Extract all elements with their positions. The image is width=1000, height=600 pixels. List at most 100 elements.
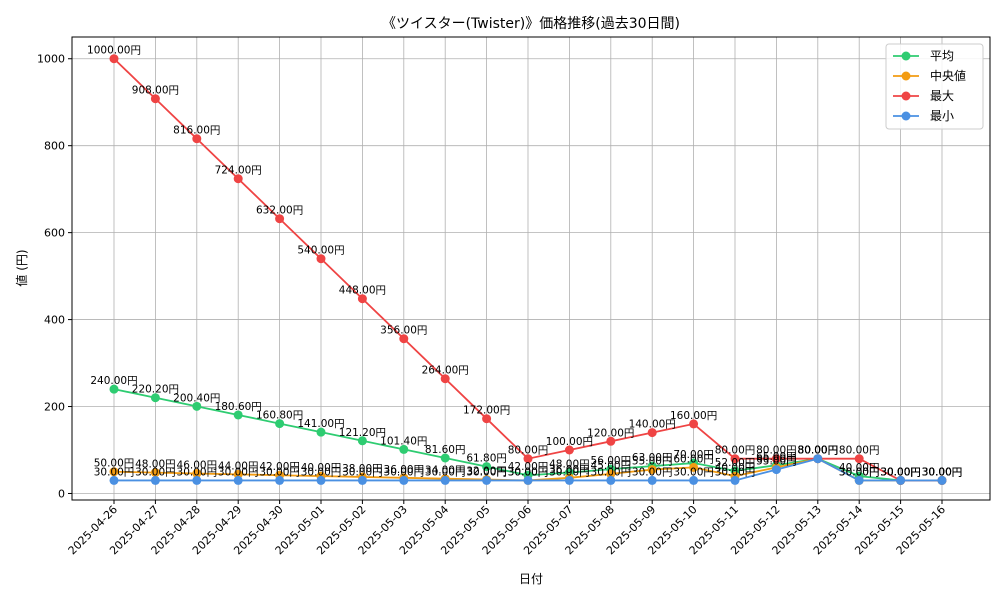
data-label: 63.00円 (632, 452, 673, 464)
data-label: 160.00円 (670, 410, 717, 422)
data-label: 30.00円 (508, 466, 549, 478)
data-label: 61.80円 (466, 453, 507, 465)
data-point (730, 475, 740, 485)
data-label: 56.00円 (591, 455, 632, 467)
data-label: 30.00円 (922, 466, 963, 478)
data-label: 45.00円 (591, 460, 632, 472)
series-labels-2: 1000.00円 908.00円 816.00円 724.00円 632.00円 540.… (87, 45, 962, 479)
legend-marker (901, 71, 911, 81)
data-label: 44.00円 (218, 460, 259, 472)
data-label: 80.00円 (798, 445, 839, 457)
data-label: 80.00円 (798, 445, 839, 457)
data-point (854, 475, 864, 485)
data-point (896, 475, 906, 485)
data-point (813, 454, 823, 464)
data-label: 100.00円 (546, 436, 593, 448)
data-label: 30.00円 (922, 466, 963, 478)
data-label: 40.00円 (301, 462, 342, 474)
data-label: 38.00円 (342, 463, 383, 475)
data-label: 540.00円 (297, 245, 344, 257)
series-labels-1: 50.00円 48.00円 46.00円 44.00円 42.00円 40.00円 38.0… (94, 445, 963, 479)
x-axis: 2025-04-262025-04-272025-04-282025-04-29… (66, 500, 948, 557)
legend-label: 最小 (930, 109, 954, 123)
data-point (440, 453, 450, 463)
data-label: 30.00円 (508, 466, 549, 478)
data-label: 40.00円 (839, 462, 880, 474)
data-label: 220.20円 (132, 384, 179, 396)
data-label: 80.00円 (715, 445, 756, 457)
data-label: 40.00円 (715, 462, 756, 474)
data-point (357, 294, 367, 304)
data-label: 160.80円 (256, 410, 303, 422)
data-label: 1000.00円 (87, 45, 141, 57)
data-point (647, 475, 657, 485)
data-label: 70.00円 (673, 449, 714, 461)
data-point (482, 414, 492, 424)
data-label: 30.00円 (177, 466, 218, 478)
data-point (399, 475, 409, 485)
data-label: 180.60円 (215, 401, 262, 413)
data-point (399, 444, 409, 454)
data-label: 30.00円 (839, 466, 880, 478)
data-label: 55.00円 (756, 456, 797, 468)
data-label: 30.00円 (425, 466, 466, 478)
data-label: 121.20円 (339, 427, 386, 439)
data-point (275, 419, 285, 429)
data-label: 172.00円 (463, 405, 510, 417)
y-tick-label: 200 (44, 401, 65, 414)
legend-marker (901, 91, 911, 101)
data-label: 60.00円 (756, 453, 797, 465)
data-label: 30.00円 (135, 466, 176, 478)
data-point (357, 436, 367, 446)
legend-marker (901, 51, 911, 61)
data-label: 816.00円 (173, 125, 220, 137)
data-label: 48.00円 (135, 459, 176, 471)
data-point (150, 468, 160, 478)
data-point (440, 475, 450, 485)
plot-frame (71, 36, 991, 501)
data-label: 50.00円 (94, 458, 135, 470)
data-point (192, 468, 202, 478)
legend-label: 中央値 (930, 68, 966, 83)
data-point (150, 475, 160, 485)
data-point (192, 475, 202, 485)
legend-box (885, 43, 984, 130)
data-label: 30.00円 (922, 466, 963, 478)
data-point (689, 419, 699, 429)
data-point (482, 475, 492, 485)
data-label: 30.00円 (384, 466, 425, 478)
data-label: 30.00円 (301, 466, 342, 478)
data-point (689, 475, 699, 485)
data-point (937, 475, 947, 485)
y-tick-label: 1000 (37, 53, 65, 66)
data-label: 30.00円 (632, 466, 673, 478)
y-tick-label: 800 (44, 140, 65, 153)
data-label: 30.00円 (715, 466, 756, 478)
data-label: 240.00円 (90, 375, 137, 387)
data-point (275, 475, 285, 485)
data-label: 55.00円 (632, 456, 673, 468)
data-label: 724.00円 (215, 165, 262, 177)
data-label: 101.40円 (380, 435, 427, 447)
data-label: 30.00円 (922, 466, 963, 478)
y-tick-label: 0 (58, 487, 65, 500)
legend-label: 最大 (930, 89, 954, 103)
data-point (192, 134, 202, 144)
data-point (523, 454, 533, 464)
data-point (233, 410, 243, 420)
data-point (316, 254, 326, 264)
data-label: 356.00円 (380, 325, 427, 337)
data-point (523, 475, 533, 485)
data-point (399, 334, 409, 344)
data-label: 30.00円 (466, 466, 507, 478)
data-label: 48.00円 (549, 459, 590, 471)
data-label: 448.00円 (339, 285, 386, 297)
data-label: 30.00円 (839, 466, 880, 478)
data-point (606, 469, 616, 479)
data-point (606, 475, 616, 485)
data-label: 30.00円 (218, 466, 259, 478)
series-labels-3: 30.00円 30.00円 30.00円 30.00円 30.00円 30.00円 30.0… (94, 445, 963, 479)
data-label: 30.00円 (549, 466, 590, 478)
data-label: 908.00円 (132, 85, 179, 97)
